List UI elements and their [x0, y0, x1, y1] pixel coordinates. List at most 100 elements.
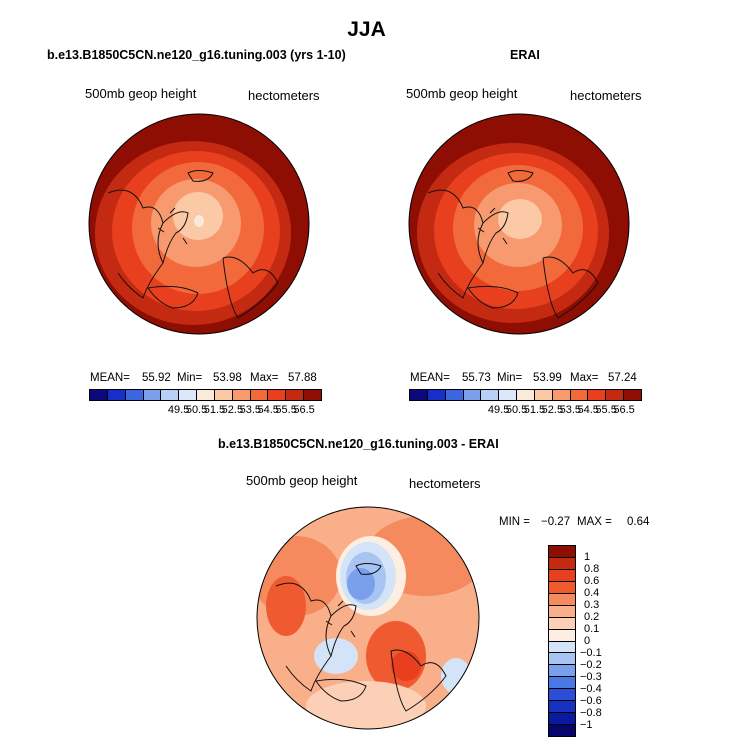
colorbar-tick-label: 0.2: [584, 611, 600, 623]
colorbar-box: [304, 390, 321, 400]
panel1-title: b.e13.B1850C5CN.ne120_g16.tuning.003 (yr…: [47, 48, 346, 62]
colorbar-box: [268, 390, 287, 400]
colorbar-box: [161, 390, 180, 400]
panel3-max-label: MAX =: [577, 516, 612, 528]
colorbar-tick-label: −0.2: [580, 659, 602, 671]
panel1-map: [88, 113, 310, 335]
colorbar-box: [250, 390, 269, 400]
panel2-max-value: 57.24: [608, 372, 637, 384]
panel3-min-value: −0.27: [541, 516, 571, 528]
colorbar-box: [549, 629, 575, 642]
colorbar-box: [549, 605, 575, 618]
colorbar-tick-label: 52.5: [541, 404, 564, 416]
colorbar-tick-label: 0.3: [584, 599, 600, 611]
colorbar-box: [549, 725, 575, 736]
colorbar-box: [549, 617, 575, 630]
colorbar-tick-label: 49.5: [167, 404, 190, 416]
colorbar-tick-label: 0.6: [584, 575, 600, 587]
panel1-units: hectometers: [248, 88, 320, 103]
panel3-max-value: 0.64: [627, 516, 650, 528]
colorbar-box: [549, 546, 575, 558]
colorbar-box: [606, 390, 625, 400]
colorbar-box: [549, 713, 575, 726]
panel1-colorbar-ticks: 49.5 50.5 51.5 52.5 53.5 54.5 55.5 56.5: [89, 404, 322, 418]
colorbar-box: [143, 390, 162, 400]
colorbar-box: [463, 390, 482, 400]
colorbar-tick-label: −0.4: [580, 683, 602, 695]
colorbar-tick-label: −0.8: [580, 707, 602, 719]
panel3-min-label: MIN =: [499, 516, 530, 528]
colorbar-tick-label: 0.8: [584, 563, 600, 575]
panel2-min-label: Min=: [497, 372, 523, 384]
panel2-map: [408, 113, 630, 335]
colorbar-tick-label: −0.1: [580, 647, 602, 659]
panel3-map: [256, 506, 480, 730]
colorbar-box: [517, 390, 535, 400]
colorbar-tick-label: 54.5: [577, 404, 599, 416]
panel2-units: hectometers: [570, 88, 642, 103]
colorbar-tick-label: 54.5: [257, 404, 279, 416]
colorbar-tick-label: −1: [580, 719, 593, 731]
panel1-min-value: 53.98: [213, 372, 242, 384]
colorbar-tick-label: 50.5: [505, 404, 528, 416]
colorbar-tick-label: 51.5: [203, 404, 226, 416]
colorbar-box: [549, 689, 575, 702]
colorbar-box: [549, 641, 575, 654]
panel3-colorbar: [548, 545, 576, 737]
colorbar-box: [549, 557, 575, 570]
colorbar-box: [549, 701, 575, 714]
panel3-title: b.e13.B1850C5CN.ne120_g16.tuning.003 - E…: [218, 437, 499, 451]
panel3-units: hectometers: [409, 476, 481, 491]
colorbar-tick-label: 50.5: [185, 404, 208, 416]
colorbar-box: [549, 569, 575, 582]
colorbar-tick-label: 53.5: [559, 404, 582, 416]
panel2-mean-value: 55.73: [462, 372, 491, 384]
panel1-variable-label: 500mb geop height: [85, 86, 197, 101]
colorbar-box: [624, 390, 641, 400]
colorbar-box: [534, 390, 553, 400]
colorbar-box: [549, 665, 575, 678]
panel2-variable-label: 500mb geop height: [406, 86, 518, 101]
colorbar-box: [90, 390, 108, 400]
colorbar-box: [197, 390, 215, 400]
colorbar-box: [570, 390, 589, 400]
colorbar-tick-label: −0.6: [580, 695, 602, 707]
colorbar-box: [214, 390, 233, 400]
colorbar-box: [549, 581, 575, 594]
panel1-max-label: Max=: [250, 372, 279, 384]
colorbar-box: [179, 390, 198, 400]
panel2-coastlines: [427, 170, 599, 319]
panel2-colorbar-ticks: 49.5 50.5 51.5 52.5 53.5 54.5 55.5 56.5: [409, 404, 642, 418]
colorbar-box: [552, 390, 571, 400]
colorbar-tick-label: 51.5: [523, 404, 546, 416]
panel3-colorbar-ticks: 1 0.8 0.6 0.4 0.3 0.2 0.1 0 −0.1 −0.2 −0.3 −0.4 −0.6…: [580, 545, 620, 737]
panel1-coastlines: [107, 170, 279, 319]
colorbar-tick-label: 55.5: [595, 404, 617, 416]
figure-title: JJA: [347, 18, 386, 41]
panel1-colorbar: [89, 389, 322, 401]
colorbar-tick-label: 0.1: [584, 623, 600, 635]
panel1-mean-label: MEAN=: [90, 372, 130, 384]
colorbar-box: [232, 390, 251, 400]
panel3-variable-label: 500mb geop height: [246, 473, 358, 488]
colorbar-box: [549, 653, 575, 666]
panel2-contours: [409, 114, 629, 334]
colorbar-tick-label: 56.5: [613, 404, 635, 416]
colorbar-box: [427, 390, 446, 400]
colorbar-box: [481, 390, 500, 400]
colorbar-tick-label: 55.5: [275, 404, 297, 416]
colorbar-tick-label: −0.3: [580, 671, 602, 683]
colorbar-tick-label: 53.5: [239, 404, 262, 416]
colorbar-box: [445, 390, 464, 400]
colorbar-tick-label: 52.5: [221, 404, 244, 416]
panel1-mean-value: 55.92: [142, 372, 171, 384]
colorbar-tick-label: 49.5: [487, 404, 510, 416]
colorbar-box: [410, 390, 428, 400]
panel2-mean-label: MEAN=: [410, 372, 450, 384]
colorbar-box: [125, 390, 144, 400]
panel3-coastlines: [275, 563, 447, 712]
panel1-min-label: Min=: [177, 372, 203, 384]
panel2-max-label: Max=: [570, 372, 599, 384]
colorbar-tick-label: 1: [584, 551, 591, 563]
colorbar-box: [549, 677, 575, 690]
